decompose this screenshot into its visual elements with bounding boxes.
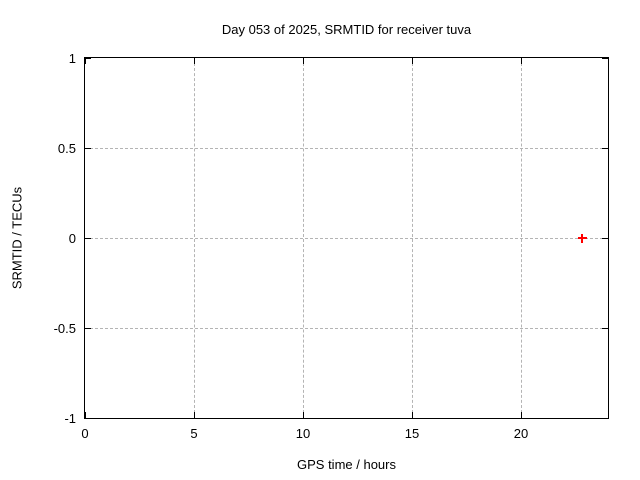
y-tick-mark-mirror xyxy=(602,58,608,59)
x-tick-mark xyxy=(303,412,304,418)
plot-area xyxy=(84,57,609,419)
y-tick-label: -1 xyxy=(64,411,76,426)
x-tick-label: 5 xyxy=(190,426,198,441)
x-tick-mark-mirror xyxy=(412,58,413,64)
y-tick-label: 0 xyxy=(68,231,76,246)
y-tick-mark xyxy=(85,148,91,149)
x-axis-label: GPS time / hours xyxy=(297,457,396,472)
y-tick-mark-mirror xyxy=(602,418,608,419)
y-tick-mark xyxy=(85,418,91,419)
x-tick-mark xyxy=(412,412,413,418)
x-tick-label: 15 xyxy=(404,426,420,441)
y-tick-mark-mirror xyxy=(602,238,608,239)
y-tick-label: 0.5 xyxy=(57,141,76,156)
x-tick-mark xyxy=(194,412,195,418)
h-gridline xyxy=(85,238,608,239)
y-tick-mark xyxy=(85,238,91,239)
y-tick-mark xyxy=(85,328,91,329)
marker-v-bar xyxy=(581,234,583,243)
x-tick-mark-mirror xyxy=(521,58,522,64)
x-tick-label: 20 xyxy=(513,426,529,441)
chart-title: Day 053 of 2025, SRMTID for receiver tuv… xyxy=(221,22,472,37)
x-tick-mark xyxy=(85,412,86,418)
y-tick-mark xyxy=(85,58,91,59)
x-tick-label: 10 xyxy=(295,426,311,441)
x-tick-label: 0 xyxy=(81,426,89,441)
x-tick-mark xyxy=(521,412,522,418)
x-tick-mark-mirror xyxy=(85,58,86,64)
y-tick-mark-mirror xyxy=(602,148,608,149)
y-tick-mark-mirror xyxy=(602,328,608,329)
h-gridline xyxy=(85,328,608,329)
y-tick-label: -0.5 xyxy=(53,321,76,336)
h-gridline xyxy=(85,148,608,149)
x-tick-mark-mirror xyxy=(194,58,195,64)
x-tick-mark-mirror xyxy=(303,58,304,64)
y-tick-label: 1 xyxy=(68,51,76,66)
